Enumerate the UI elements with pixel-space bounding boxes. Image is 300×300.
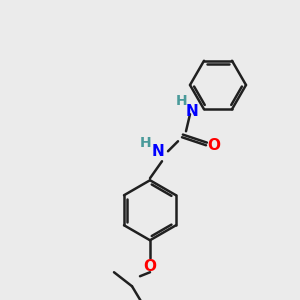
Text: O: O [143, 259, 157, 274]
Text: N: N [186, 104, 198, 119]
Text: H: H [176, 94, 188, 108]
Text: O: O [208, 138, 220, 153]
Text: N: N [152, 144, 164, 159]
Text: H: H [140, 136, 152, 150]
